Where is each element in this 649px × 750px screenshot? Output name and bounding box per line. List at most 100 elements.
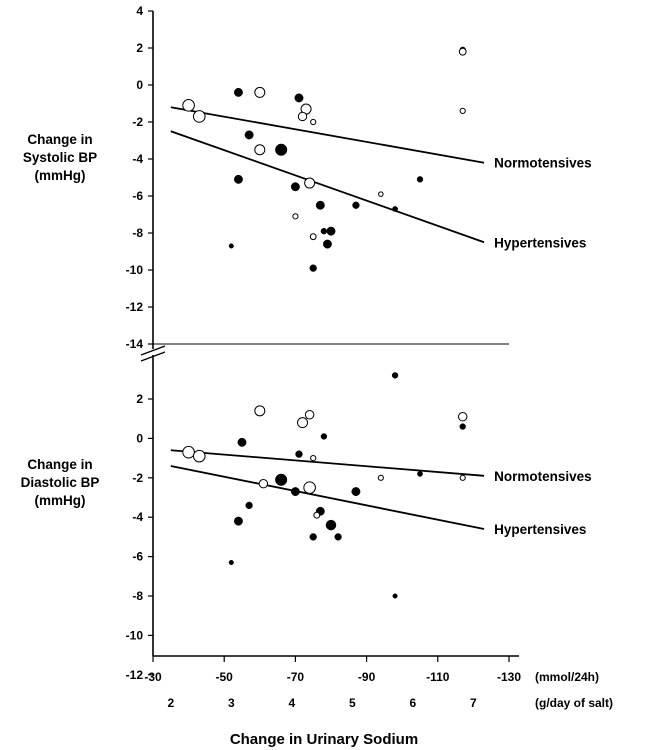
salt-tick-label: 5	[349, 696, 356, 710]
data-point-filled	[326, 226, 336, 236]
x-tick-label: -50	[216, 670, 234, 684]
data-point-filled	[416, 176, 424, 183]
x-axis-title: Change in Urinary Sodium	[230, 731, 418, 748]
data-points-layer	[182, 46, 468, 599]
x-tick-label: -90	[358, 670, 376, 684]
y-axis-label: Change in	[27, 132, 92, 147]
data-point-open	[458, 412, 468, 422]
regression-line-label: Hypertensives	[494, 522, 586, 537]
text-layer: 4 2 0 -2 -4 -6 -8 -10 -12 -14 Change in Systolic BP…	[21, 4, 613, 748]
data-point-filled	[322, 239, 332, 249]
x-tick-label: -30	[144, 670, 162, 684]
x-tick-label: -130	[497, 670, 521, 684]
data-point-filled	[275, 143, 288, 156]
regression-line	[170, 106, 485, 164]
data-point-filled	[237, 437, 247, 447]
data-point-open	[192, 449, 206, 463]
data-point-open	[254, 144, 266, 156]
salt-tick-label: 3	[228, 696, 235, 710]
data-point-open	[313, 511, 321, 519]
y-tick-label: -10	[126, 628, 144, 642]
data-point-open	[378, 191, 384, 197]
data-point-filled	[320, 227, 328, 235]
y-tick-label: -8	[132, 589, 143, 603]
y-tick-label: 2	[136, 41, 143, 55]
data-point-filled	[228, 559, 234, 566]
data-point-open	[254, 86, 266, 98]
y-tick-label: 2	[136, 392, 143, 406]
data-point-open	[192, 110, 206, 123]
y-tick-label: -6	[132, 189, 143, 203]
data-point-open	[292, 213, 299, 220]
y-tick-label: -14	[126, 337, 144, 351]
data-point-filled	[233, 516, 243, 526]
data-point-open	[310, 455, 317, 462]
y-axis-label: (mmHg)	[35, 168, 86, 183]
y-tick-label: -4	[132, 510, 143, 524]
data-point-open	[459, 107, 466, 115]
x-unit-label: (mmol/24h)	[535, 670, 599, 684]
regression-line-label: Hypertensives	[494, 235, 586, 250]
y-tick-label: -2	[132, 471, 143, 485]
data-point-open	[297, 111, 308, 122]
regression-line-label: Normotensives	[494, 469, 592, 484]
y-tick-label: -6	[132, 550, 143, 564]
y-axis-label: Systolic BP	[23, 150, 97, 165]
salt-unit-label: (g/day of salt)	[535, 696, 613, 710]
data-point-open	[377, 474, 384, 481]
data-point-open	[303, 481, 316, 494]
data-point-open	[304, 410, 315, 420]
data-point-filled	[325, 519, 337, 531]
data-point-filled	[392, 206, 398, 212]
axis-break-mark	[140, 351, 166, 362]
data-point-open	[304, 177, 316, 189]
y-tick-label: -12	[126, 668, 144, 682]
data-point-filled	[233, 174, 243, 184]
data-point-filled	[309, 264, 317, 272]
data-point-open	[310, 118, 317, 126]
data-point-open	[182, 445, 195, 459]
y-tick-label: 0	[136, 78, 143, 92]
x-tick-label: -110	[426, 670, 450, 684]
data-point-filled	[309, 533, 317, 541]
data-point-open	[459, 474, 466, 481]
y-tick-label: -4	[132, 152, 143, 166]
y-tick-label: -2	[132, 115, 143, 129]
salt-tick-label: 2	[167, 696, 174, 710]
axis-break-mark	[140, 345, 166, 356]
data-point-filled	[244, 130, 254, 140]
regression-line-label: Normotensives	[494, 156, 592, 171]
data-point-filled	[228, 243, 234, 249]
data-point-filled	[459, 423, 466, 430]
data-point-filled	[391, 372, 399, 379]
regression-line	[170, 130, 485, 244]
data-point-open	[258, 479, 269, 489]
salt-tick-label: 7	[470, 696, 477, 710]
data-point-filled	[294, 93, 304, 103]
salt-tick-label: 4	[288, 696, 295, 710]
data-point-open	[297, 417, 309, 429]
y-axis-label: (mmHg)	[35, 493, 86, 508]
y-axis-label: Change in	[27, 457, 92, 472]
regression-line	[170, 465, 485, 530]
data-point-filled	[245, 501, 253, 510]
axes-layer	[140, 10, 519, 676]
data-point-open	[309, 233, 317, 241]
y-axis-label: Diastolic BP	[21, 475, 100, 490]
data-point-filled	[295, 450, 303, 458]
y-tick-label: 4	[136, 4, 143, 18]
salt-tick-label: 6	[410, 696, 417, 710]
y-tick-label: -12	[126, 300, 144, 314]
data-point-filled	[275, 473, 288, 486]
data-point-filled	[351, 487, 361, 497]
regression-lines-layer	[170, 106, 485, 530]
y-tick-label: 0	[136, 431, 143, 445]
data-point-filled	[233, 87, 243, 97]
data-point-filled	[352, 201, 360, 209]
data-point-filled	[334, 533, 342, 541]
y-tick-label: -10	[126, 263, 144, 277]
data-point-open	[254, 405, 266, 417]
data-point-open	[182, 99, 195, 112]
data-point-filled	[392, 593, 398, 599]
